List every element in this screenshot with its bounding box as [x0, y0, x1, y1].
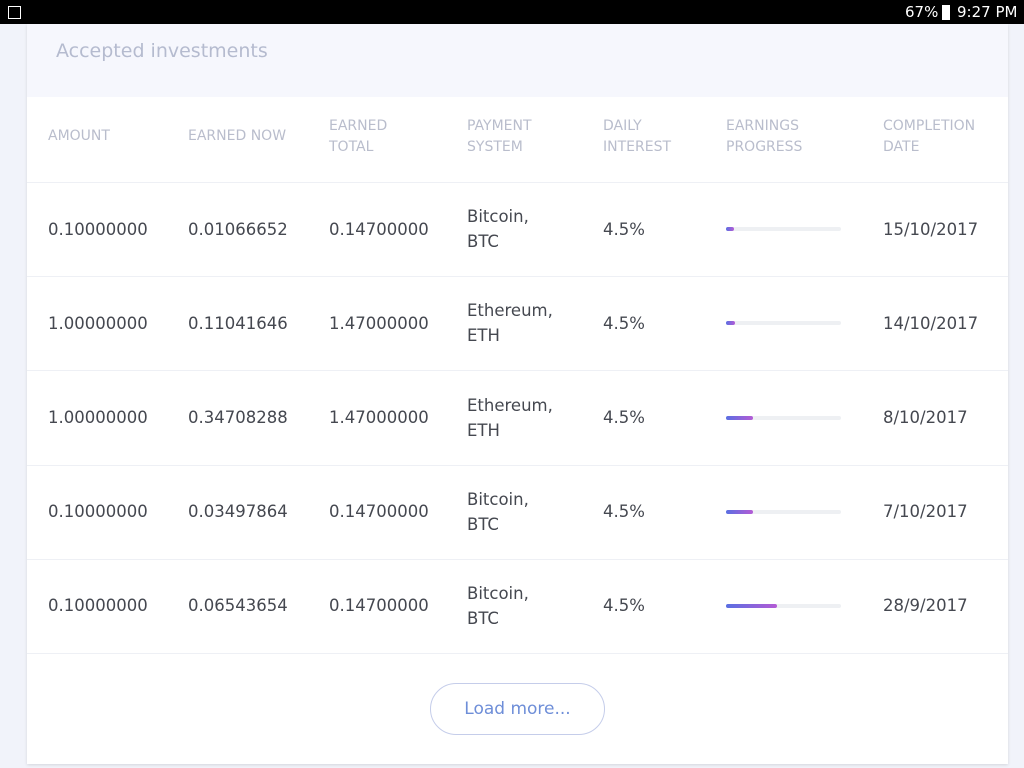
cell-earned-now: 0.34708288	[188, 408, 288, 427]
cell-payment: ETH	[467, 420, 500, 440]
cell-amount: 0.10000000	[48, 219, 148, 239]
progress-fill	[726, 227, 735, 232]
cell-date: 7/10/2017	[883, 502, 968, 522]
column-header: AMOUNT	[48, 128, 110, 144]
column-header: DAILY	[603, 118, 642, 134]
cell-payment: BTC	[467, 232, 499, 252]
column-header: PAYMENT	[467, 118, 532, 134]
column-header: TOTAL	[329, 139, 374, 155]
progress-track	[726, 509, 841, 514]
progress-fill	[726, 603, 778, 608]
cell-earned-now: 0.06543654	[188, 596, 288, 616]
cell-earned-total: 0.14700000	[329, 219, 429, 239]
progress-track	[726, 227, 841, 232]
cell-interest: 4.5%	[603, 219, 645, 239]
cell-amount: 1.00000000	[48, 408, 148, 427]
cell-payment: Bitcoin,	[467, 489, 529, 509]
cell-payment: Ethereum,	[467, 395, 553, 415]
cell-amount: 1.00000000	[48, 313, 148, 333]
cell-earned-now: 0.01066652	[188, 219, 288, 239]
cell-payment: Ethereum,	[467, 301, 553, 321]
panel-title: Accepted investments	[56, 40, 268, 62]
progress-track	[726, 321, 841, 326]
row-separator	[27, 558, 1008, 560]
panel-header: Accepted investments	[27, 24, 1008, 97]
progress-fill	[726, 415, 754, 420]
cell-earned-total: 0.14700000	[329, 596, 429, 616]
row-separator	[27, 276, 1008, 278]
progress-fill	[726, 321, 735, 326]
cell-earned-total: 1.47000000	[329, 408, 429, 427]
cell-payment: BTC	[467, 514, 499, 534]
cell-earned-total: 1.47000000	[329, 313, 429, 333]
gallery-icon	[8, 6, 21, 19]
column-header: INTEREST	[603, 139, 672, 155]
column-header: PROGRESS	[726, 139, 803, 155]
column-header: EARNINGS	[726, 118, 799, 134]
column-header: COMPLETION	[883, 118, 976, 134]
cell-earned-total: 0.14700000	[329, 502, 429, 522]
row-separator	[27, 370, 1008, 372]
header-separator	[27, 182, 1008, 183]
column-header: EARNED	[329, 118, 388, 134]
cell-interest: 4.5%	[603, 502, 645, 522]
cell-interest: 4.5%	[603, 313, 645, 333]
row-separator	[27, 464, 1008, 466]
column-header: SYSTEM	[467, 139, 523, 155]
cell-earned-now: 0.11041646	[188, 313, 288, 333]
progress-fill	[726, 509, 754, 514]
cell-amount: 0.10000000	[48, 596, 148, 616]
cell-date: 8/10/2017	[883, 408, 968, 427]
cell-payment: BTC	[467, 608, 499, 628]
investments-panel: Accepted investments Load more... AMOUNT…	[27, 24, 1008, 764]
cell-earned-now: 0.03497864	[188, 502, 288, 522]
progress-track	[726, 415, 841, 420]
load-more-button[interactable]: Load more...	[430, 683, 605, 735]
battery-level: 67%	[905, 3, 939, 21]
cell-interest: 4.5%	[603, 408, 645, 427]
cell-date: 28/9/2017	[883, 596, 968, 616]
cell-payment: ETH	[467, 326, 500, 346]
cell-date: 15/10/2017	[883, 219, 979, 239]
cell-interest: 4.5%	[603, 596, 645, 616]
column-header: DATE	[883, 139, 920, 155]
battery-icon	[942, 5, 950, 20]
progress-track	[726, 603, 841, 608]
cell-amount: 0.10000000	[48, 502, 148, 522]
clock: 9:27 PM	[957, 3, 1018, 21]
cell-payment: Bitcoin,	[467, 207, 529, 227]
column-header: EARNED NOW	[188, 128, 287, 144]
cell-date: 14/10/2017	[883, 313, 979, 333]
status-bar: 67% 9:27 PM	[0, 0, 1024, 24]
cell-payment: Bitcoin,	[467, 583, 529, 603]
row-separator	[27, 653, 1008, 654]
